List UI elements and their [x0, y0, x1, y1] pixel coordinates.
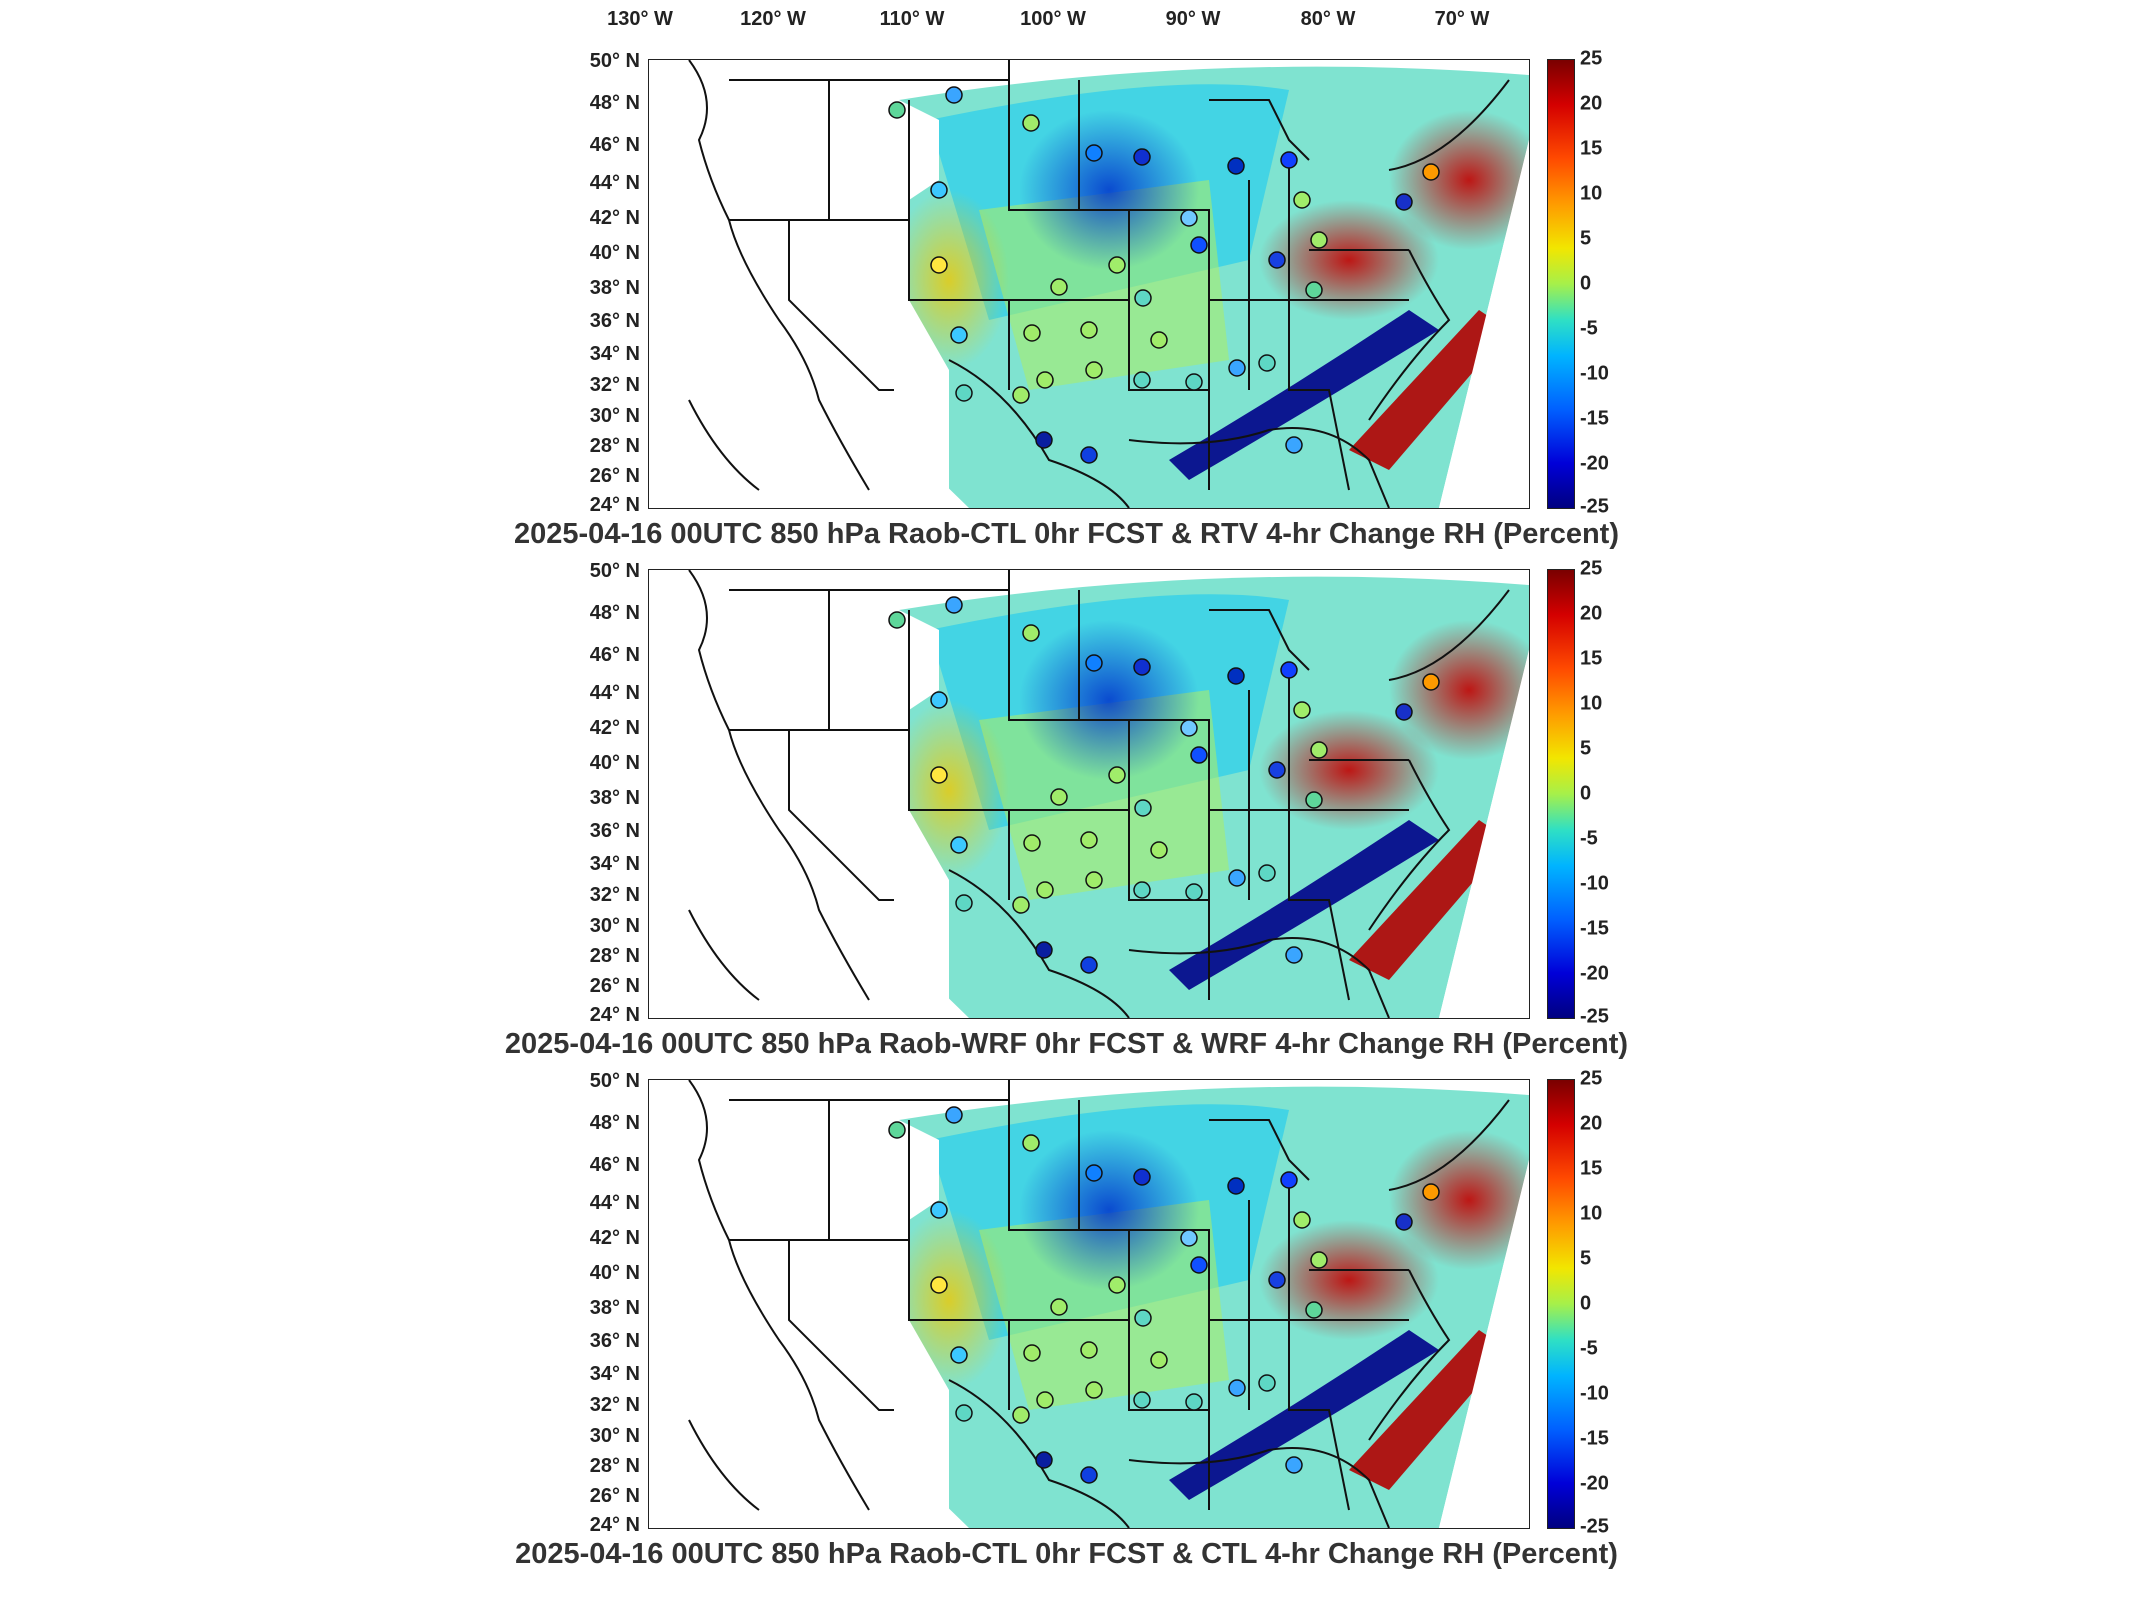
lat-label: 38° N: [589, 277, 640, 299]
lat-label: 30° N: [589, 405, 640, 427]
colorbar-tick: -5: [1580, 317, 1598, 340]
lat-label: 24° N: [589, 494, 640, 516]
colorbar-tick: -20: [1580, 1472, 1609, 1495]
map-panel-1: 25 20 15 10 5 0 -5 -10 -15 -20 -25 50° N…: [0, 47, 2133, 560]
colorbar-tick: 10: [1580, 1202, 1603, 1225]
lon-label: 110° W: [879, 8, 945, 30]
lat-label: 50° N: [589, 560, 640, 582]
colorbar: [1547, 59, 1575, 509]
lat-label: 40° N: [589, 1262, 640, 1284]
colorbar-tick: 5: [1580, 1247, 1592, 1270]
lat-label: 36° N: [589, 310, 640, 332]
lat-label: 44° N: [589, 1192, 640, 1214]
panel-title: 2025-04-16 00UTC 850 hPa Raob-WRF 0hr FC…: [504, 1028, 1629, 1060]
lat-label: 48° N: [589, 602, 640, 624]
colorbar-tick: -20: [1580, 962, 1609, 985]
lat-label: 30° N: [589, 915, 640, 937]
lat-label: 44° N: [589, 682, 640, 704]
lat-label: 42° N: [589, 717, 640, 739]
colorbar-tick: -10: [1580, 1382, 1609, 1405]
lat-label: 24° N: [589, 1514, 640, 1536]
lat-label: 36° N: [589, 820, 640, 842]
lat-label: 30° N: [589, 1425, 640, 1447]
lat-label: 46° N: [589, 644, 640, 666]
colorbar: [1547, 1079, 1575, 1529]
colorbar-tick: 20: [1580, 1112, 1603, 1135]
colorbar-tick: 10: [1580, 182, 1603, 205]
colorbar-tick: -15: [1580, 917, 1609, 940]
colorbar-tick: 15: [1580, 137, 1603, 160]
lat-label: 26° N: [589, 1485, 640, 1507]
lon-label: 90° W: [1165, 8, 1221, 30]
colorbar-tick: -25: [1580, 495, 1609, 518]
lat-label: 34° N: [589, 343, 640, 365]
map-panel-2: 25 20 15 10 5 0 -5 -10 -15 -20 -25 50° N…: [0, 557, 2133, 1070]
lon-label: 70° W: [1434, 8, 1490, 30]
panel-title: 2025-04-16 00UTC 850 hPa Raob-CTL 0hr FC…: [514, 518, 1619, 550]
map-panel-3: 25 20 15 10 5 0 -5 -10 -15 -20 -25 50° N…: [0, 1067, 2133, 1580]
lat-label: 42° N: [589, 207, 640, 229]
colorbar-tick: 25: [1580, 1067, 1603, 1090]
rh-change-map: [648, 59, 1530, 509]
lat-label: 36° N: [589, 1330, 640, 1352]
panel-title: 2025-04-16 00UTC 850 hPa Raob-CTL 0hr FC…: [515, 1538, 1618, 1570]
colorbar-tick: 15: [1580, 647, 1603, 670]
lon-label: 80° W: [1300, 8, 1356, 30]
lat-label: 46° N: [589, 134, 640, 156]
colorbar-tick: 20: [1580, 602, 1603, 625]
lon-label: 130° W: [607, 8, 673, 30]
colorbar: [1547, 569, 1575, 1019]
colorbar-tick: 25: [1580, 557, 1603, 580]
lat-label: 46° N: [589, 1154, 640, 1176]
colorbar-tick: 25: [1580, 47, 1603, 70]
colorbar-tick: -10: [1580, 362, 1609, 385]
colorbar-tick: -15: [1580, 407, 1609, 430]
colorbar-tick: -15: [1580, 1427, 1609, 1450]
colorbar-tick: -5: [1580, 827, 1598, 850]
colorbar-tick: 0: [1580, 782, 1592, 805]
rh-change-map: [648, 569, 1530, 1019]
lat-label: 48° N: [589, 1112, 640, 1134]
colorbar-tick: 5: [1580, 737, 1592, 760]
colorbar-tick: -20: [1580, 452, 1609, 475]
lat-label: 32° N: [589, 1394, 640, 1416]
colorbar-tick: 0: [1580, 1292, 1592, 1315]
lat-label: 32° N: [589, 884, 640, 906]
colorbar-tick: -5: [1580, 1337, 1598, 1360]
lat-label: 26° N: [589, 975, 640, 997]
lat-label: 34° N: [589, 853, 640, 875]
map-canvas: [649, 570, 1529, 1018]
lat-label: 28° N: [589, 945, 640, 967]
colorbar-tick: -10: [1580, 872, 1609, 895]
lat-label: 26° N: [589, 465, 640, 487]
longitude-axis: 130° W 120° W 110° W 100° W 90° W 80° W …: [0, 0, 2133, 40]
lat-label: 34° N: [589, 1363, 640, 1385]
lat-label: 40° N: [589, 242, 640, 264]
lat-label: 38° N: [589, 787, 640, 809]
colorbar-tick: 20: [1580, 92, 1603, 115]
lat-label: 38° N: [589, 1297, 640, 1319]
colorbar-tick: 10: [1580, 692, 1603, 715]
lat-label: 44° N: [589, 172, 640, 194]
lat-label: 28° N: [589, 1455, 640, 1477]
lon-label: 120° W: [740, 8, 806, 30]
lat-label: 32° N: [589, 374, 640, 396]
colorbar-tick: 0: [1580, 272, 1592, 295]
lat-label: 24° N: [589, 1004, 640, 1026]
lat-label: 28° N: [589, 435, 640, 457]
colorbar-tick: 5: [1580, 227, 1592, 250]
lat-label: 48° N: [589, 92, 640, 114]
lat-label: 50° N: [589, 1070, 640, 1092]
colorbar-tick: -25: [1580, 1515, 1609, 1538]
map-canvas: [649, 60, 1529, 508]
lat-label: 50° N: [589, 50, 640, 72]
lon-label: 100° W: [1020, 8, 1086, 30]
map-canvas: [649, 1080, 1529, 1528]
lat-label: 40° N: [589, 752, 640, 774]
colorbar-tick: 15: [1580, 1157, 1603, 1180]
colorbar-tick: -25: [1580, 1005, 1609, 1028]
lat-label: 42° N: [589, 1227, 640, 1249]
rh-change-map: [648, 1079, 1530, 1529]
